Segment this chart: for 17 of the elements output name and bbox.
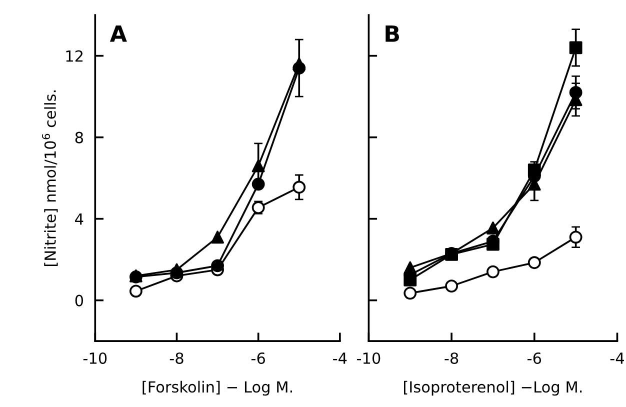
x-tick-label: -10 bbox=[356, 352, 380, 364]
x-tick-label: -4 bbox=[610, 352, 624, 364]
x-tick-label: -6 bbox=[528, 352, 542, 364]
y-axis-title: [Nitrite] nmol/10$^{6}$ cells. bbox=[42, 90, 58, 266]
y-tick-label: 12 bbox=[66, 50, 83, 62]
x-tick-label: -10 bbox=[83, 352, 107, 364]
x-axis-title: [Isoproterenol] −Log M. bbox=[404, 380, 582, 396]
x-axis-title: [Forskolin] − Log M. bbox=[142, 380, 292, 396]
x-tick-label: -8 bbox=[170, 352, 184, 364]
chart-title: A bbox=[110, 26, 127, 42]
y-tick-label: 0 bbox=[75, 294, 84, 306]
y-tick-label: 4 bbox=[75, 213, 84, 225]
x-tick-label: -4 bbox=[333, 352, 347, 364]
y-tick-label: 8 bbox=[75, 132, 83, 144]
x-tick-label: -6 bbox=[251, 352, 265, 364]
x-tick-label: -8 bbox=[444, 352, 458, 364]
chart-title: B bbox=[386, 26, 399, 42]
